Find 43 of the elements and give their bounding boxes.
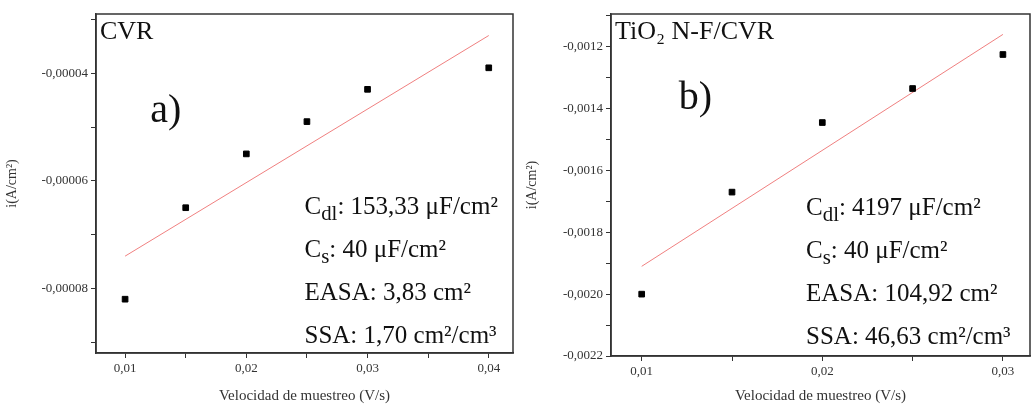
point — [485, 64, 493, 72]
y-tick-label: -0,0018 — [562, 223, 603, 239]
x-tick-label: 0,03 — [991, 363, 1015, 379]
annotation: SSA: 1,70 cm²/cm³ — [304, 319, 498, 350]
point — [638, 290, 646, 298]
point — [182, 204, 190, 212]
annotation: C$_{dl}$: 153,33 μF/cm² — [304, 190, 498, 227]
annotation: C$_{s}$: 40 μF/cm² — [806, 235, 949, 271]
annotation: SSA: 46,63 cm²/cm³ — [806, 321, 1011, 351]
point — [728, 188, 736, 196]
point — [242, 150, 250, 158]
y-axis-title: i(A/cm²) — [524, 160, 541, 210]
x-tick-label: 0,03 — [356, 360, 379, 376]
y-tick-label: -0,0012 — [562, 38, 603, 54]
point — [121, 295, 129, 303]
x-axis-title: Velocidad de muestreo (V/s) — [734, 386, 907, 404]
y-axis-title: i(A/cm²) — [4, 158, 21, 208]
annotation: EASA: 3,83 cm² — [304, 276, 473, 307]
annotation: b) — [678, 72, 713, 118]
chart-title: CVR — [100, 16, 154, 45]
annotation: C$_{s}$: 40 μF/cm² — [304, 233, 448, 270]
point — [818, 119, 826, 126]
annotation: C$_{dl}$: 4197 μF/cm² — [806, 192, 982, 228]
annotation: a) — [150, 85, 182, 131]
chart-title: TiO₂ N-F/CVR — [615, 16, 775, 45]
x-tick-label: 0,02 — [810, 363, 834, 379]
annotation: EASA: 104,92 cm² — [806, 278, 999, 308]
x-tick-label: 0,01 — [630, 363, 654, 379]
y-tick-label: -0,00008 — [41, 279, 88, 295]
x-tick-label: 0,04 — [477, 360, 501, 376]
x-axis-title: Velocidad de muestreo (V/s) — [218, 386, 391, 404]
point — [364, 86, 371, 93]
x-tick-label: 0,02 — [234, 360, 258, 376]
point — [303, 118, 311, 125]
y-tick-label: -0,0020 — [562, 285, 603, 301]
y-tick-label: -0,0022 — [562, 347, 603, 363]
y-tick-label: -0,00006 — [41, 172, 89, 188]
y-tick-label: -0,0014 — [562, 100, 604, 116]
y-tick-label: -0,0016 — [562, 161, 604, 177]
y-tick-label: -0,00004 — [41, 64, 89, 80]
point — [999, 51, 1007, 58]
point — [909, 85, 916, 92]
x-tick-label: 0,01 — [113, 360, 137, 376]
